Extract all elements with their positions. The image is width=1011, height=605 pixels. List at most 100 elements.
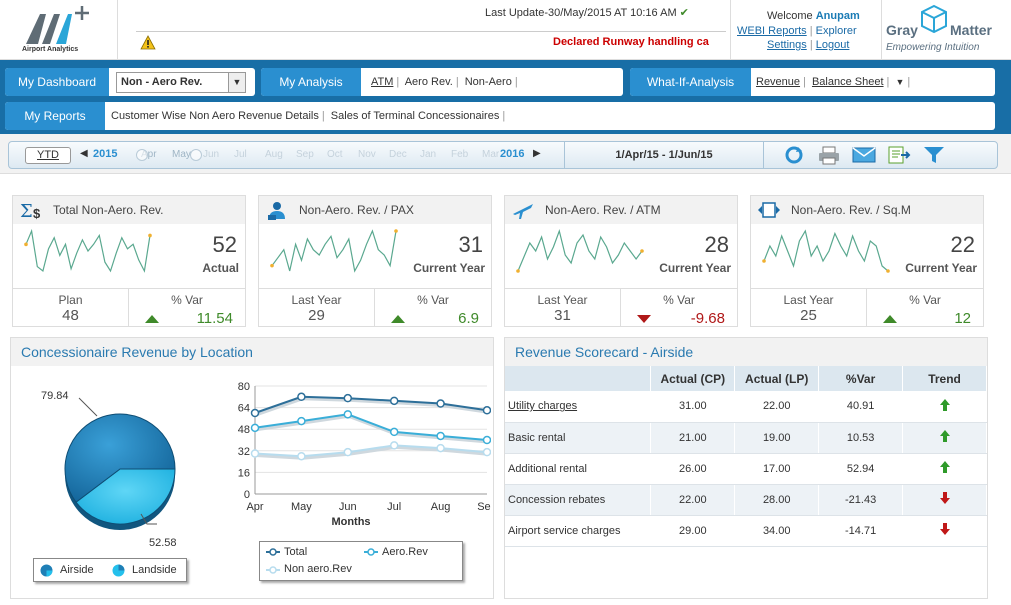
analysis-link-atm[interactable]: ATM [371, 76, 394, 88]
person-icon [268, 202, 285, 220]
whatif-link-balance-sheet[interactable]: Balance Sheet [811, 76, 884, 88]
actual-lp-cell: 19.00 [734, 422, 820, 454]
my-dashboard-button[interactable]: My Dashboard [5, 68, 109, 96]
month-jul[interactable]: Jul [234, 149, 247, 160]
trend-down-icon [939, 523, 950, 535]
logo-mark-icon [26, 6, 89, 44]
whatif-link-revenue[interactable]: Revenue [756, 76, 801, 88]
kpi-card[interactable]: Σ $ Total Non-Aero. Rev. 52 Actual Plan 48% Va… [12, 195, 246, 327]
kpi-card[interactable]: Non-Aero. Rev. / PAX 31 Current Year Last Y… [258, 195, 492, 327]
month-mar[interactable]: Mar [482, 149, 500, 160]
next-year-icon[interactable]: ▶ [533, 148, 541, 159]
month-jun[interactable]: Jun [203, 149, 220, 160]
kpi-title: Non-Aero. Rev. / ATM [545, 203, 661, 217]
scorecard-panel: Revenue Scorecard - Airside Actual (CP) … [504, 337, 988, 599]
sigma-dollar-icon: Σ $ [20, 201, 41, 220]
x-tick-label: Jun [339, 501, 357, 513]
y-tick-label: 16 [238, 467, 250, 479]
data-point[interactable] [389, 427, 399, 437]
month-apr[interactable]: Apr [141, 149, 157, 160]
chevron-down-icon[interactable]: ▼ [228, 73, 245, 92]
month-aug[interactable]: Aug [265, 149, 283, 160]
prev-year-icon[interactable]: ◀ [80, 148, 88, 159]
check-icon: ✔ [679, 7, 689, 19]
warning-icon [140, 35, 156, 50]
month-oct[interactable]: Oct [327, 149, 343, 160]
row-name[interactable]: Utility charges [508, 400, 578, 413]
var-cell: 40.91 [818, 391, 904, 423]
row-name-cell[interactable]: Utility charges [505, 391, 652, 423]
data-point[interactable] [343, 447, 353, 457]
data-point[interactable] [436, 443, 445, 453]
data-point[interactable] [343, 410, 353, 419]
data-point[interactable] [482, 435, 491, 445]
series-shadow [255, 414, 489, 444]
refresh-icon[interactable] [782, 145, 806, 165]
data-point[interactable] [297, 416, 306, 426]
analysis-link-aero[interactable]: Aero Rev. [404, 76, 453, 88]
trend-cell [902, 422, 987, 454]
month-may[interactable]: May [172, 149, 191, 160]
x-tick-label: Apr [246, 501, 263, 513]
what-if-button[interactable]: What-If-Analysis [630, 68, 751, 96]
month-feb[interactable]: Feb [451, 149, 469, 160]
kpi-title: Non-Aero. Rev. / PAX [299, 203, 414, 217]
data-point[interactable] [250, 423, 260, 433]
kpi-card[interactable]: Non-Aero. Rev. / Sq.M 22 Current Year Last … [750, 195, 984, 327]
report-link-terminal-sales[interactable]: Sales of Terminal Concessionaires [330, 110, 500, 122]
ytd-button[interactable]: YTD [25, 147, 71, 164]
airplane-icon [513, 204, 533, 219]
airport-analytics-logo[interactable]: Airport Analytics [0, 0, 118, 60]
month-sep[interactable]: Sep [296, 149, 314, 160]
settings-link[interactable]: Settings [767, 39, 807, 51]
dashboard-select[interactable]: Non - Aero Rev. ▼ [116, 72, 246, 93]
kpi-header: Non-Aero. Rev. / ATM [505, 196, 737, 224]
data-point[interactable] [436, 399, 445, 408]
data-point[interactable] [343, 393, 353, 403]
kpi-header: Non-Aero. Rev. / PAX [259, 196, 491, 224]
kpi-card[interactable]: Non-Aero. Rev. / ATM 28 Current Year Last Y… [504, 195, 738, 327]
whatif-dropdown-icon[interactable]: ▼ [895, 77, 905, 87]
month-jan[interactable]: Jan [420, 149, 437, 160]
data-point[interactable] [250, 449, 260, 458]
range-end-handle[interactable] [190, 149, 202, 161]
export-icon[interactable] [887, 145, 911, 165]
filter-icon[interactable] [922, 145, 946, 165]
kpi-value-label: Current Year [413, 261, 485, 275]
data-point[interactable] [297, 451, 306, 461]
explorer-link[interactable]: Explorer [815, 25, 857, 37]
pie-slice-airside[interactable] [64, 413, 176, 503]
data-point[interactable] [482, 447, 491, 457]
actual-lp-cell: 17.00 [734, 453, 820, 485]
analysis-link-nonaero[interactable]: Non-Aero [464, 76, 512, 88]
data-point[interactable] [250, 408, 260, 418]
legend-landside: Landside [132, 564, 177, 576]
month-dec[interactable]: Dec [389, 149, 407, 160]
kpi-variance: % Var 12 [867, 289, 983, 327]
trend-cell [902, 515, 987, 547]
webi-reports-link[interactable]: WEBI Reports [737, 25, 807, 37]
my-analysis-button[interactable]: My Analysis [261, 68, 361, 96]
kpi-comparison: Plan 48 [13, 289, 129, 327]
col-header-name [505, 366, 652, 391]
pie-slice-landside[interactable] [75, 468, 176, 525]
logout-link[interactable]: Logout [815, 39, 850, 51]
data-point[interactable] [436, 431, 445, 441]
data-point[interactable] [389, 441, 399, 450]
arrow-down-icon [637, 315, 651, 323]
data-point[interactable] [297, 392, 306, 402]
kpi-variance-value: 11.54 [196, 310, 233, 327]
email-icon[interactable] [852, 145, 876, 165]
row-name: Additional rental [508, 462, 587, 475]
month-nov[interactable]: Nov [358, 149, 376, 160]
data-point[interactable] [482, 406, 491, 415]
range-start-handle[interactable] [136, 149, 148, 161]
data-point[interactable] [389, 396, 399, 406]
kpi-variance: % Var 11.54 [129, 289, 245, 327]
print-icon[interactable] [817, 145, 841, 165]
kpi-comparison-label: Plan [58, 293, 83, 307]
kpi-value: 31 [458, 232, 483, 257]
my-reports-button[interactable]: My Reports [5, 102, 105, 130]
report-link-customer-wise[interactable]: Customer Wise Non Aero Revenue Details [111, 110, 319, 122]
scorecard-table: Actual (CP) Actual (LP) %Var Trend Utili… [505, 366, 987, 547]
